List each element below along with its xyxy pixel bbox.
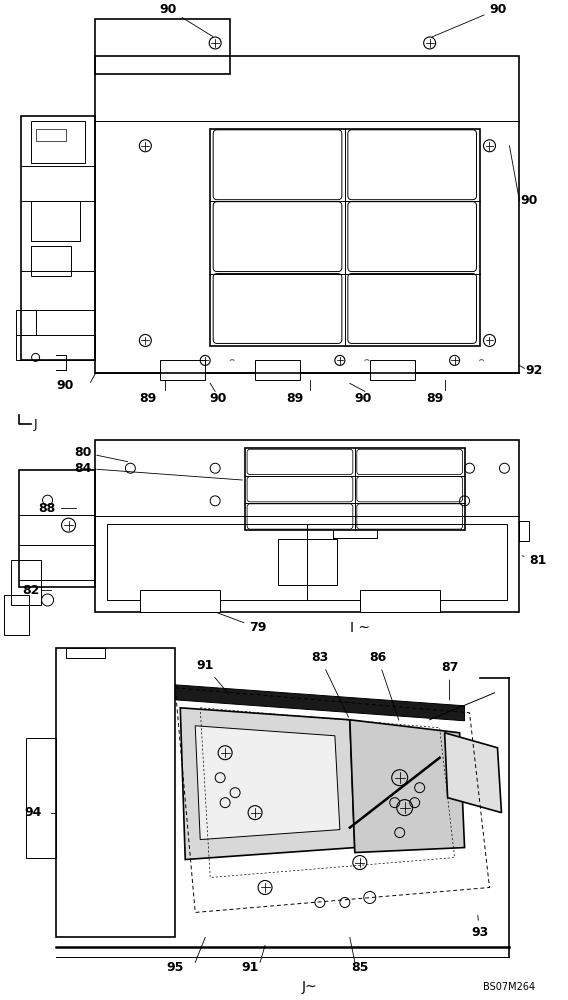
Bar [95, 19, 230, 74]
Bar [11, 560, 40, 605]
Bar [3, 595, 28, 635]
Text: 87: 87 [441, 661, 458, 700]
Bar [245, 448, 465, 530]
Text: J: J [34, 418, 37, 431]
Bar [255, 360, 300, 380]
Bar [95, 440, 519, 612]
Text: 90: 90 [160, 3, 213, 37]
Text: 84: 84 [74, 462, 243, 480]
Text: 90: 90 [354, 392, 371, 405]
Bar [31, 201, 81, 241]
Text: 89: 89 [140, 392, 157, 405]
Polygon shape [350, 720, 465, 853]
Bar [160, 360, 205, 380]
Text: I ~: I ~ [350, 621, 370, 635]
Text: 85: 85 [351, 961, 369, 974]
Bar [140, 590, 220, 612]
Bar [26, 738, 56, 858]
Text: 83: 83 [311, 651, 349, 717]
Bar [16, 335, 95, 360]
Text: 94: 94 [24, 806, 41, 819]
Bar [31, 246, 70, 276]
Polygon shape [195, 726, 340, 840]
Bar [360, 590, 440, 612]
Polygon shape [445, 733, 502, 813]
Text: 82: 82 [22, 584, 39, 597]
Text: 90: 90 [210, 392, 227, 405]
Text: 95: 95 [166, 961, 184, 974]
Bar [19, 470, 95, 587]
Polygon shape [176, 685, 465, 721]
Text: BS07M264: BS07M264 [483, 982, 536, 992]
Bar [519, 521, 529, 541]
Bar [370, 360, 415, 380]
Bar [107, 524, 507, 600]
Bar [36, 129, 65, 141]
Text: 81: 81 [522, 554, 547, 567]
Text: 92: 92 [526, 364, 543, 377]
Text: 93: 93 [471, 915, 488, 939]
Text: 91: 91 [241, 961, 259, 974]
Text: 86: 86 [369, 651, 399, 720]
Bar [56, 648, 176, 937]
Polygon shape [180, 708, 355, 860]
Bar [210, 129, 479, 346]
Text: 89: 89 [286, 392, 304, 405]
Text: 90: 90 [432, 3, 507, 37]
Bar [95, 56, 519, 373]
Bar [20, 116, 95, 360]
Bar [31, 121, 86, 163]
Text: 79: 79 [218, 613, 267, 634]
Bar [65, 648, 106, 658]
Text: 80: 80 [74, 446, 128, 462]
Text: 88: 88 [38, 502, 55, 515]
Bar [278, 539, 337, 585]
Text: 90: 90 [521, 194, 538, 207]
Text: 90: 90 [57, 379, 74, 392]
Text: 89: 89 [426, 392, 443, 405]
Bar [16, 310, 36, 335]
Text: J~: J~ [302, 980, 318, 994]
Text: 91: 91 [197, 659, 228, 694]
